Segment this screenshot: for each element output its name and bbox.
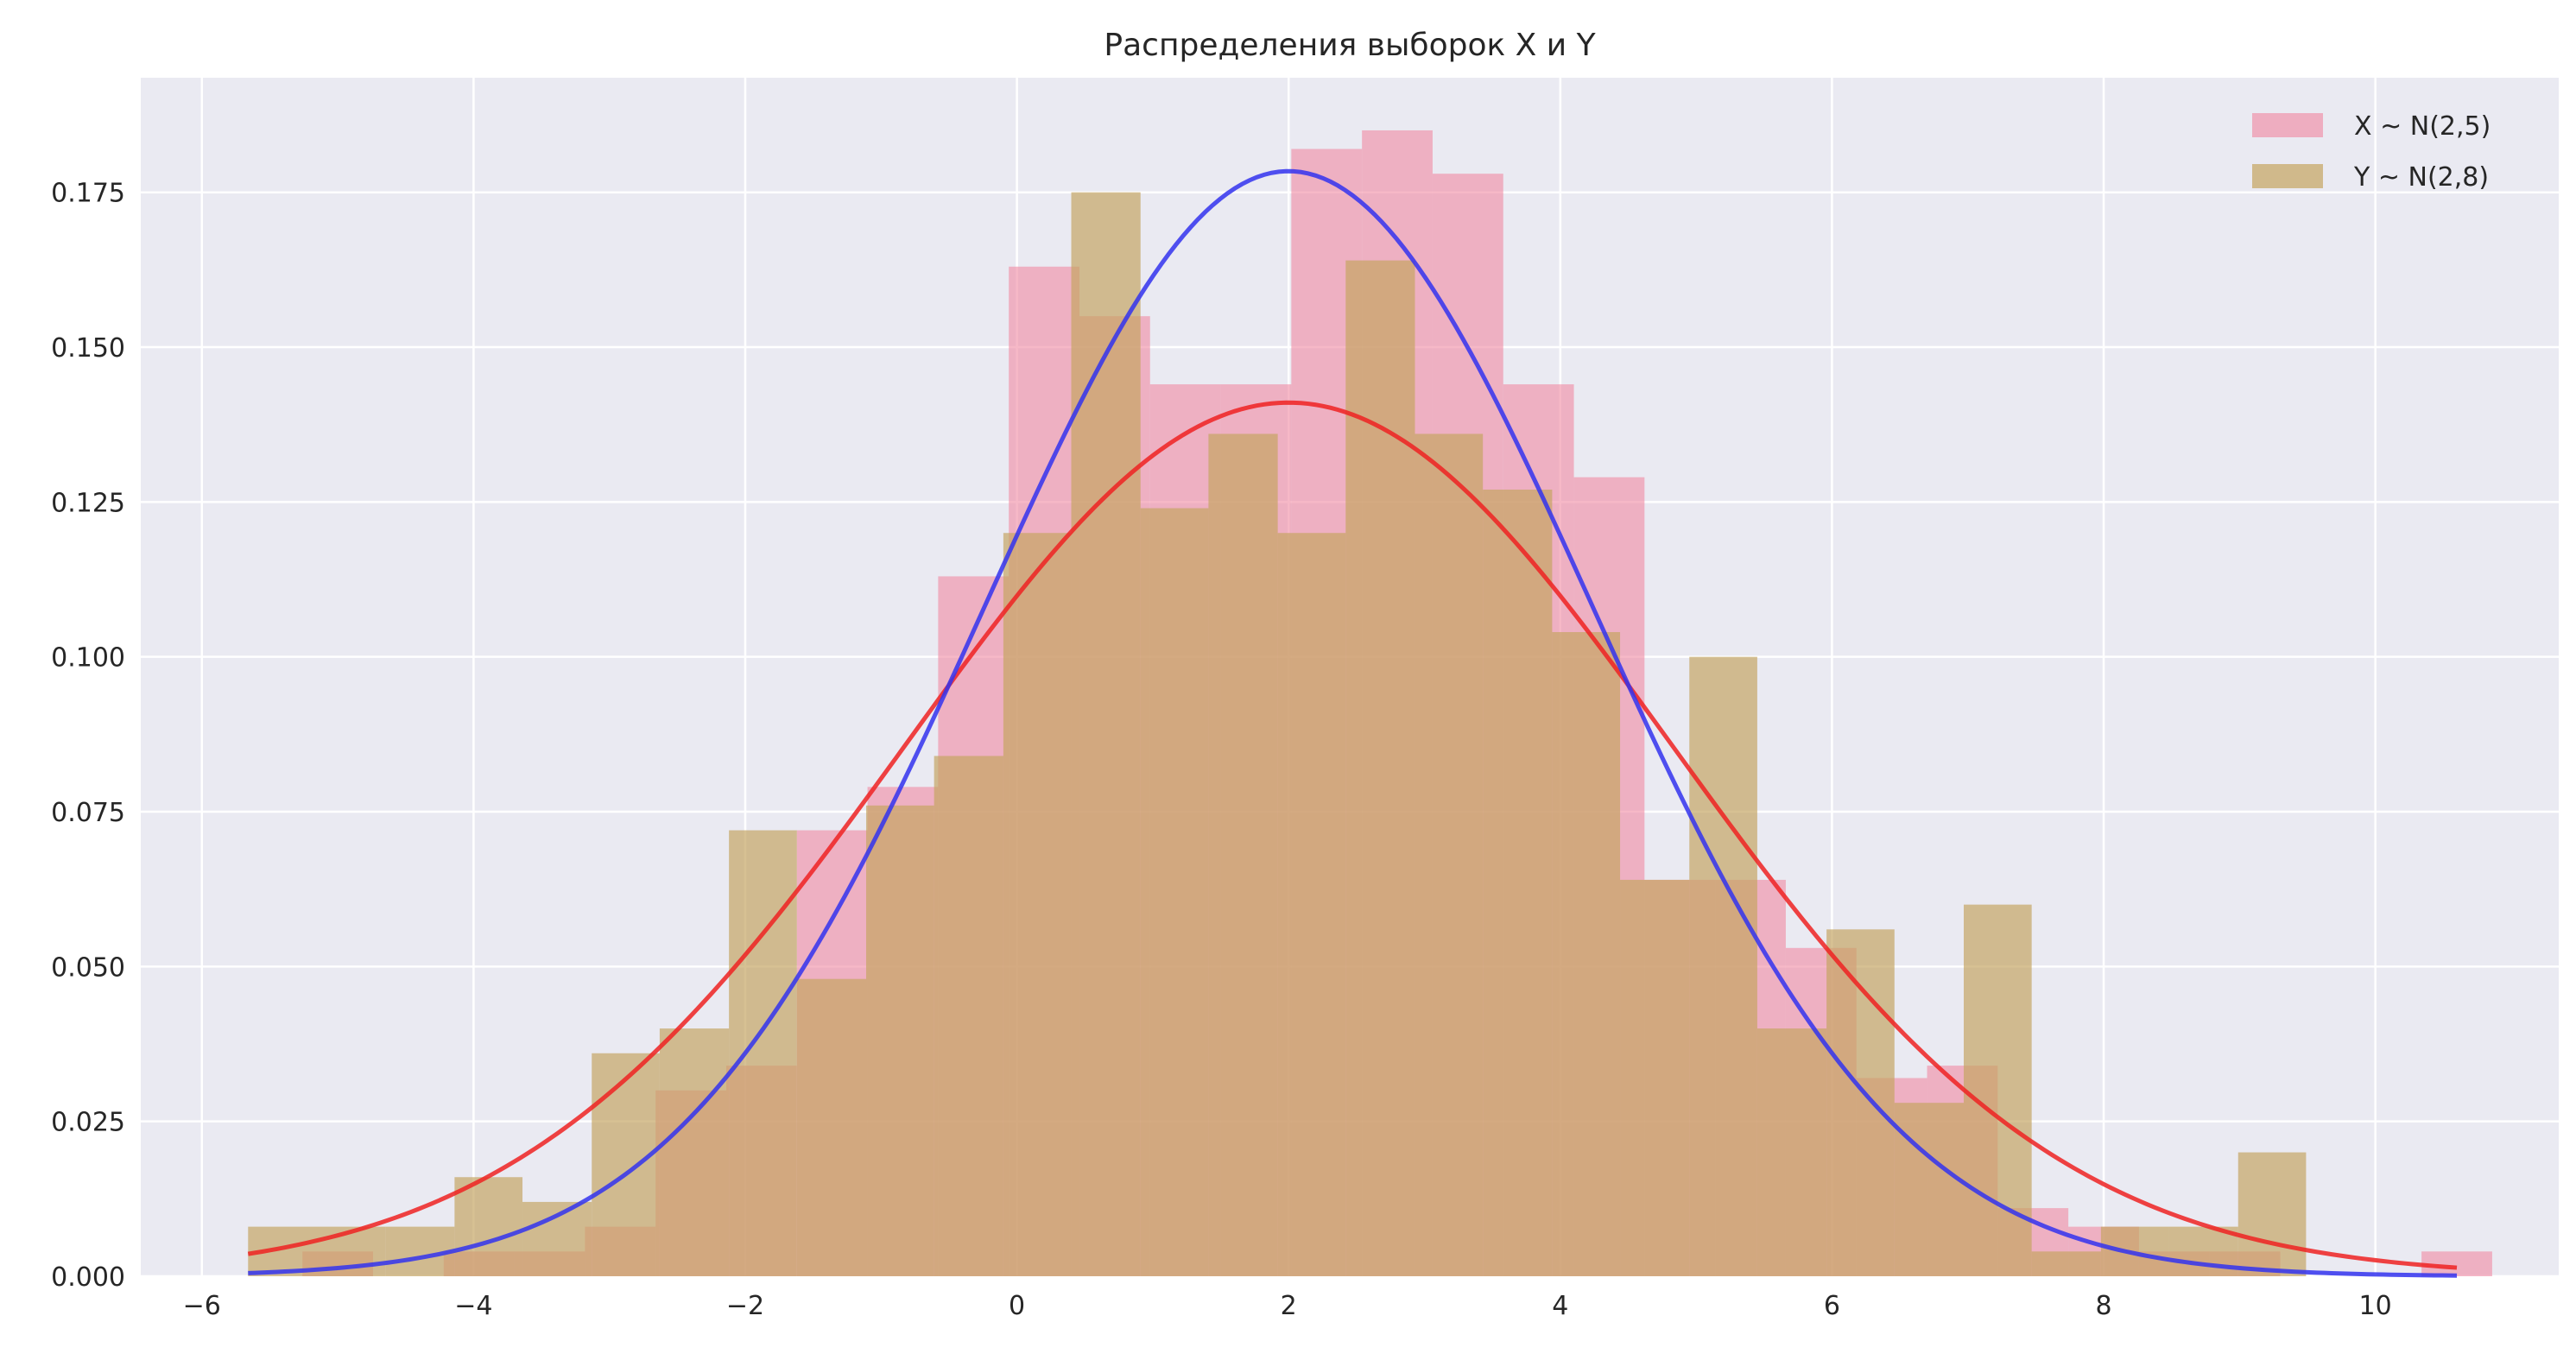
y-tick-labels: 0.000 0.025 0.050 0.075 0.100 0.125 0.150 0.175 [51, 179, 125, 1293]
histogram-y-bar [659, 1028, 730, 1276]
legend: X ~ N(2,5) Y ~ N(2,8) [2252, 111, 2491, 193]
histogram-y-bar [1894, 1103, 1965, 1276]
x-tick-label: 2 [1281, 1291, 1297, 1321]
histogram-y-bar [454, 1177, 523, 1276]
histogram-y-bar [1689, 656, 1757, 1276]
x-tick-label: 4 [1552, 1291, 1568, 1321]
legend-swatch-x [2252, 113, 2323, 137]
histogram-y-bar [2237, 1152, 2307, 1276]
y-tick-label: 0.000 [51, 1262, 125, 1293]
histogram-y-bar [796, 978, 866, 1276]
histogram-y-bar [1071, 192, 1141, 1276]
density-curve-y [247, 400, 2458, 1270]
histogram-y [248, 192, 2307, 1277]
y-tick-label: 0.075 [51, 798, 125, 828]
histogram-y-bar [1756, 1028, 1827, 1276]
histogram-y-bar [1003, 533, 1072, 1276]
histogram-y-bar [592, 1053, 660, 1276]
density-curves [247, 168, 2458, 1278]
histogram-y-bar [934, 756, 1003, 1276]
density-curve-x [248, 168, 2458, 1278]
histogram-y-bar [729, 830, 797, 1276]
histogram-y-bar [1826, 929, 1895, 1276]
y-tick-label: 0.025 [51, 1108, 125, 1138]
histogram-y-bar [1140, 508, 1209, 1276]
y-tick-label: 0.100 [51, 643, 125, 674]
histogram-y-bar [1345, 260, 1415, 1277]
x-tick-label: −2 [726, 1291, 764, 1321]
histogram-y-bar [1552, 631, 1621, 1276]
histogram-y-bar [1208, 433, 1278, 1276]
x-tick-label: −4 [454, 1291, 492, 1321]
x-tick-label: −6 [183, 1291, 221, 1321]
y-tick-label: 0.050 [51, 952, 125, 983]
y-tick-label: 0.175 [51, 179, 125, 209]
histogram-y-bar [1415, 433, 1484, 1276]
legend-label-x: X ~ N(2,5) [2354, 111, 2491, 142]
x-tick-labels: −6 −4 −2 0 2 4 6 8 10 [183, 1291, 2392, 1321]
x-tick-label: 8 [2095, 1291, 2111, 1321]
y-tick-label: 0.125 [51, 488, 125, 518]
histogram-y-bar [1620, 879, 1690, 1276]
x-tick-label: 10 [2359, 1291, 2392, 1321]
x-tick-label: 6 [1824, 1291, 1840, 1321]
x-tick-label: 0 [1009, 1291, 1025, 1321]
chart-title: Распределения выборок X и Y [1104, 28, 1596, 63]
legend-swatch-y [2252, 164, 2323, 188]
legend-label-y: Y ~ N(2,8) [2353, 162, 2489, 193]
histogram-y-bar [1964, 904, 2032, 1276]
histogram-y-bar [1483, 490, 1553, 1276]
histogram-y-bar [866, 805, 934, 1276]
y-tick-label: 0.150 [51, 333, 125, 364]
histogram-y-bar [2031, 1251, 2101, 1276]
histogram-y-bar [1277, 533, 1346, 1276]
